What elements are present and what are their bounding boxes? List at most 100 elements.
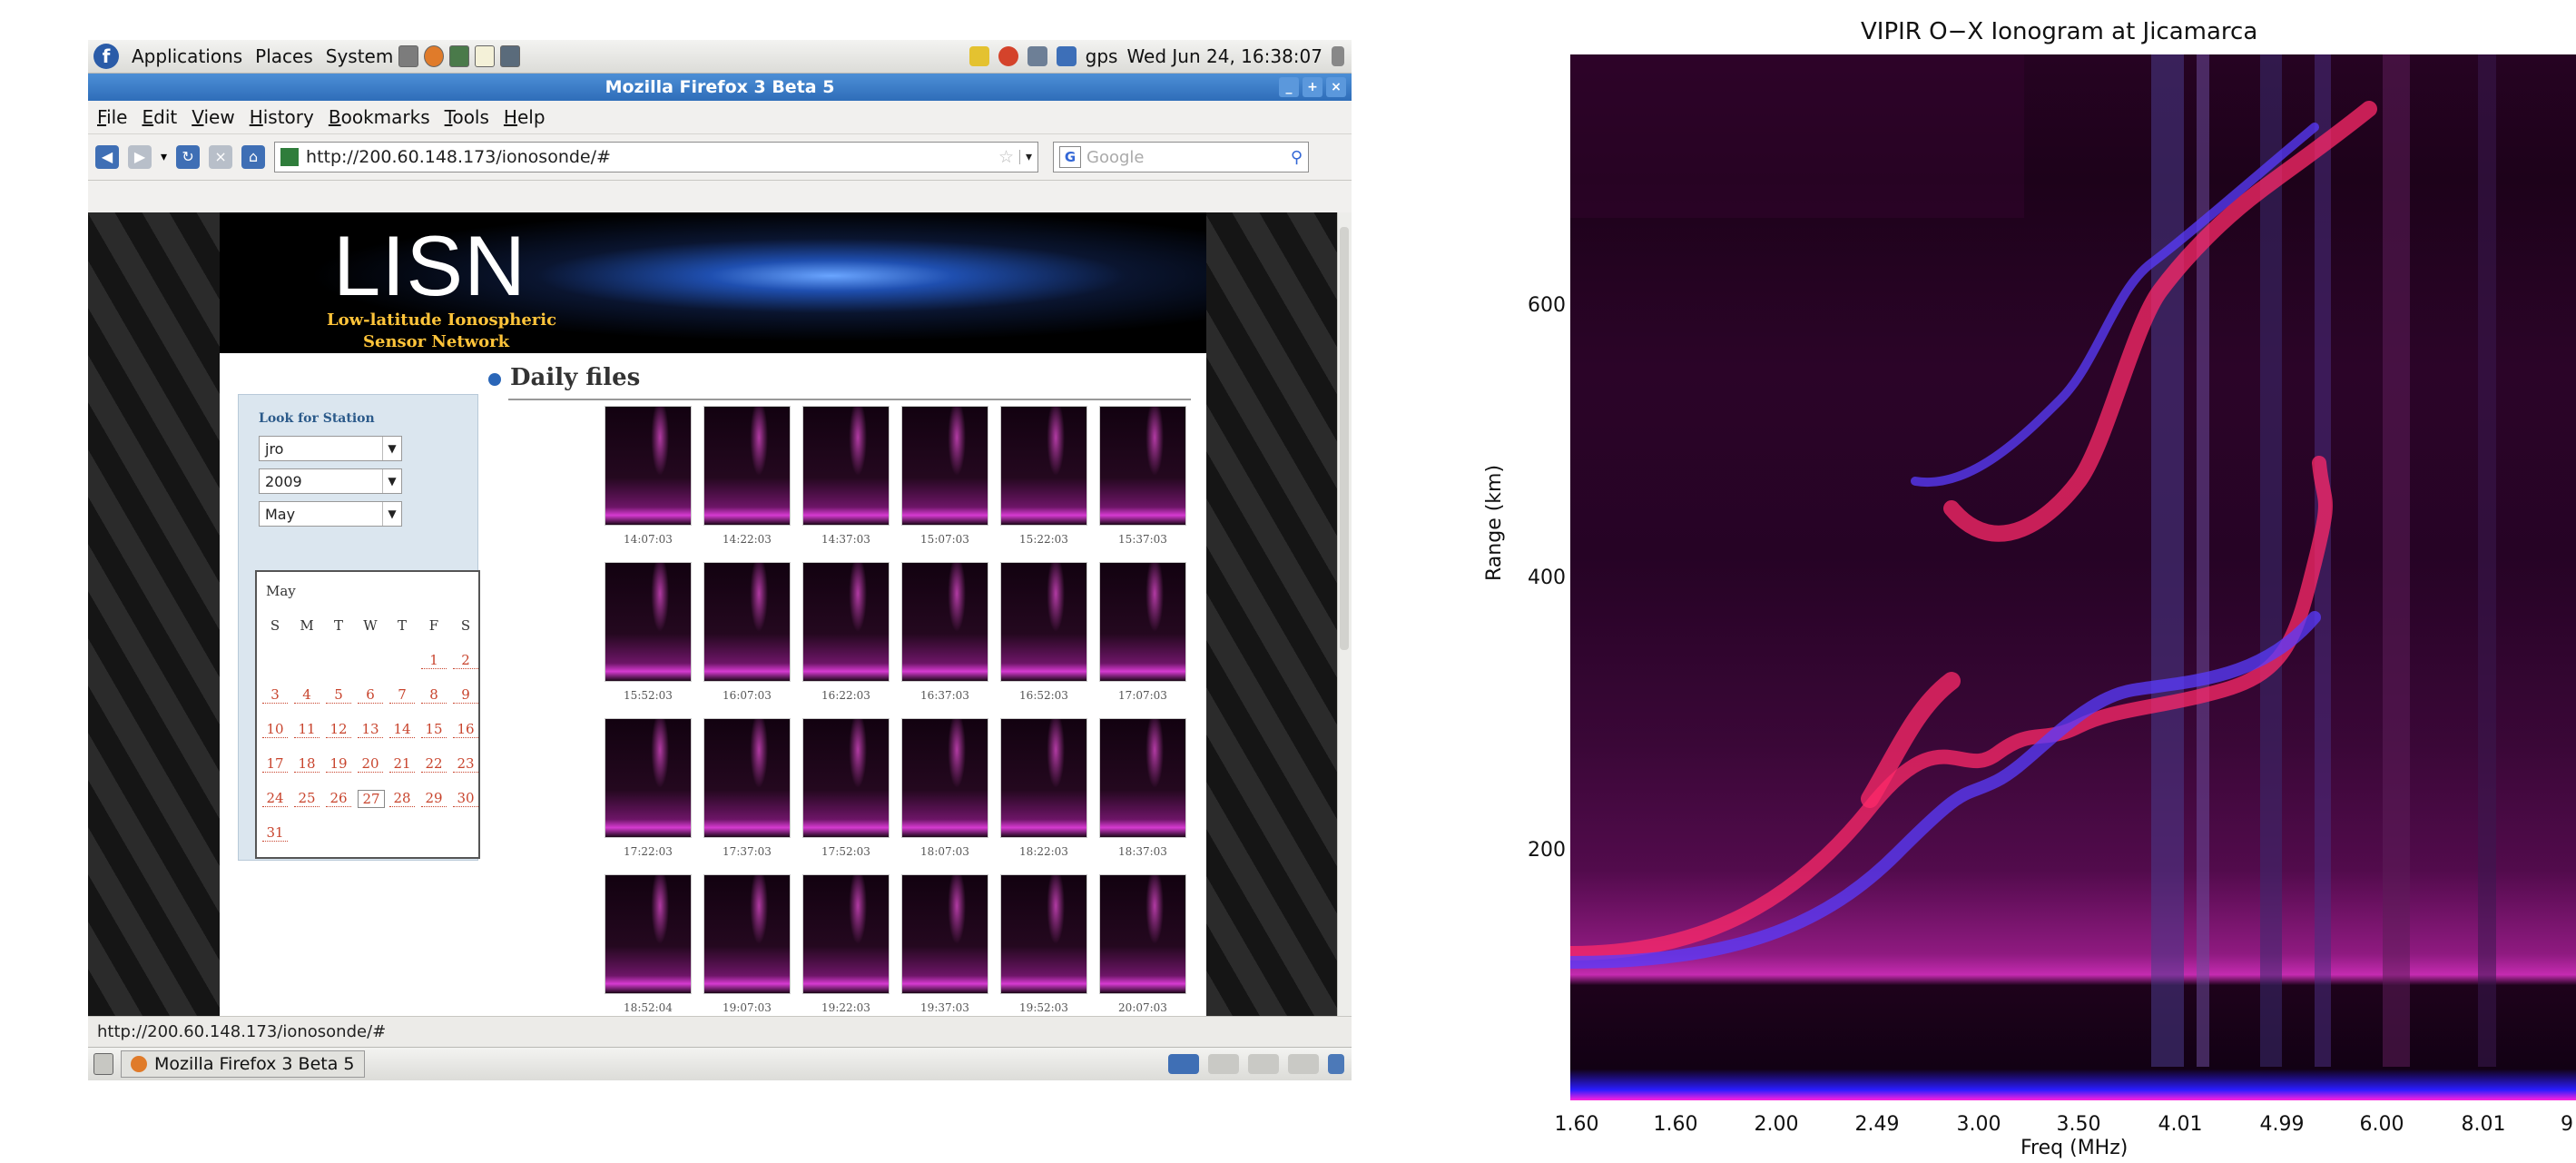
thumbnail-time-label[interactable]: 19:37:03 [920, 1001, 969, 1014]
ionogram-thumbnail[interactable] [1000, 562, 1087, 682]
system-menu[interactable]: System [325, 45, 394, 67]
menu-edit[interactable]: Edit [142, 106, 178, 128]
workspace-4-icon[interactable] [1288, 1054, 1319, 1074]
thumbnail-image[interactable] [1099, 562, 1186, 682]
ionogram-thumbnail[interactable] [1099, 874, 1186, 994]
network-icon[interactable] [1027, 46, 1047, 66]
menu-help[interactable]: Help [503, 106, 546, 128]
thumbnail-time-label[interactable]: 17:52:03 [821, 845, 870, 858]
thumbnail-image[interactable] [703, 562, 791, 682]
text-editor-launcher-icon[interactable] [475, 45, 496, 67]
menu-view[interactable]: View [192, 106, 235, 128]
calendar-day[interactable]: 1 [421, 652, 447, 669]
workspace-1-icon[interactable] [1168, 1054, 1199, 1074]
calendar-day[interactable]: 16 [453, 721, 478, 738]
calendar-day[interactable]: 28 [389, 790, 415, 807]
chevron-down-icon[interactable]: ▼ [382, 502, 401, 526]
clock[interactable]: Wed Jun 24, 16:38:07 [1126, 45, 1322, 67]
url-dropdown-icon[interactable]: ▾ [1019, 150, 1037, 164]
workspace-3-icon[interactable] [1248, 1054, 1279, 1074]
notes-icon[interactable] [968, 46, 989, 66]
close-icon[interactable]: × [1326, 77, 1346, 97]
calendar-day[interactable]: 6 [358, 686, 383, 704]
thumbnail-time-label[interactable]: 18:07:03 [920, 845, 969, 858]
thumbnail-time-label[interactable]: 16:37:03 [920, 689, 969, 702]
back-icon[interactable]: ◀ [95, 145, 119, 169]
thumbnail-image[interactable] [901, 406, 988, 526]
stop-icon[interactable]: × [209, 145, 233, 169]
forward-icon[interactable]: ▶ [128, 145, 152, 169]
calendar-day[interactable]: 9 [453, 686, 478, 704]
volume-icon[interactable] [1332, 46, 1344, 66]
thumbnail-time-label[interactable]: 17:22:03 [624, 845, 673, 858]
ionogram-thumbnail[interactable] [703, 874, 791, 994]
search-box[interactable]: G Google ⚲ [1053, 142, 1310, 172]
home-icon[interactable]: ⌂ [241, 145, 266, 169]
thumbnail-time-label[interactable]: 16:22:03 [821, 689, 870, 702]
places-menu[interactable]: Places [255, 45, 313, 67]
thumbnail-image[interactable] [1000, 874, 1087, 994]
calendar-day[interactable]: 24 [262, 790, 288, 807]
page-scrollbar[interactable] [1337, 212, 1352, 1016]
thumbnail-time-label[interactable]: 17:37:03 [723, 845, 772, 858]
calendar-day[interactable]: 17 [262, 755, 288, 773]
reload-icon[interactable]: ↻ [176, 145, 201, 169]
ionogram-thumbnail[interactable] [802, 718, 890, 838]
thumbnail-image[interactable] [1099, 718, 1186, 838]
calendar-day[interactable]: 19 [326, 755, 351, 773]
calendar-day[interactable]: 12 [326, 721, 351, 738]
thumbnail-time-label[interactable]: 14:22:03 [723, 533, 772, 546]
thumbnail-image[interactable] [1000, 718, 1087, 838]
calculator-launcher-icon[interactable] [449, 45, 470, 67]
thumbnail-time-label[interactable]: 15:52:03 [624, 689, 673, 702]
ionogram-thumbnail[interactable] [802, 874, 890, 994]
calendar-day[interactable]: 2 [453, 652, 478, 669]
gps-label[interactable]: gps [1085, 45, 1118, 67]
chevron-down-icon[interactable]: ▼ [382, 469, 401, 493]
thumbnail-image[interactable] [703, 874, 791, 994]
thumbnail-time-label[interactable]: 16:52:03 [1019, 689, 1068, 702]
ionogram-thumbnail[interactable] [901, 562, 988, 682]
station-select[interactable]: jro ▼ [259, 436, 402, 461]
scrollbar-thumb[interactable] [1340, 227, 1349, 650]
maximize-icon[interactable]: + [1303, 77, 1322, 97]
menu-history[interactable]: History [249, 106, 314, 128]
ionogram-thumbnail[interactable] [605, 874, 692, 994]
ionogram-thumbnail[interactable] [901, 718, 988, 838]
calendar-day[interactable]: 7 [389, 686, 415, 704]
bookmark-star-icon[interactable]: ☆ [998, 147, 1014, 167]
thumbnail-image[interactable] [901, 874, 988, 994]
display-icon[interactable] [1056, 46, 1077, 66]
calendar-day[interactable]: 31 [262, 824, 288, 842]
url-text[interactable]: http://200.60.148.173/ionosonde/# [306, 147, 611, 167]
window-titlebar[interactable]: Mozilla Firefox 3 Beta 5 _ + × [88, 74, 1352, 101]
search-placeholder[interactable]: Google [1086, 147, 1145, 167]
terminal-launcher-icon[interactable] [398, 45, 419, 67]
calendar-day[interactable]: 25 [294, 790, 320, 807]
thumbnail-time-label[interactable]: 15:37:03 [1118, 533, 1167, 546]
ionogram-thumbnail[interactable] [703, 718, 791, 838]
calendar-day-selected[interactable]: 27 [358, 790, 385, 808]
thumbnail-image[interactable] [703, 718, 791, 838]
calendar-day[interactable]: 4 [294, 686, 320, 704]
site-logo[interactable]: LISN [333, 218, 526, 313]
thumbnail-image[interactable] [1099, 406, 1186, 526]
calendar-day[interactable]: 22 [421, 755, 447, 773]
calendar-day[interactable]: 10 [262, 721, 288, 738]
url-bar[interactable]: http://200.60.148.173/ionosonde/# ☆ ▾ [274, 142, 1039, 172]
calendar-day[interactable]: 14 [389, 721, 415, 738]
thumbnail-image[interactable] [1000, 406, 1087, 526]
taskbar-window-button[interactable]: Mozilla Firefox 3 Beta 5 [121, 1050, 365, 1078]
calendar-day[interactable]: 26 [326, 790, 351, 807]
workspace-2-icon[interactable] [1208, 1054, 1239, 1074]
thumbnail-image[interactable] [605, 718, 692, 838]
applications-menu[interactable]: Applications [132, 45, 243, 67]
thumbnail-image[interactable] [605, 562, 692, 682]
thumbnail-image[interactable] [605, 406, 692, 526]
thumbnail-time-label[interactable]: 18:22:03 [1019, 845, 1068, 858]
ionogram-thumbnail[interactable] [605, 406, 692, 526]
thumbnail-time-label[interactable]: 15:22:03 [1019, 533, 1068, 546]
ionogram-thumbnail[interactable] [802, 562, 890, 682]
thumbnail-time-label[interactable]: 19:07:03 [723, 1001, 772, 1014]
ionogram-thumbnail[interactable] [901, 406, 988, 526]
